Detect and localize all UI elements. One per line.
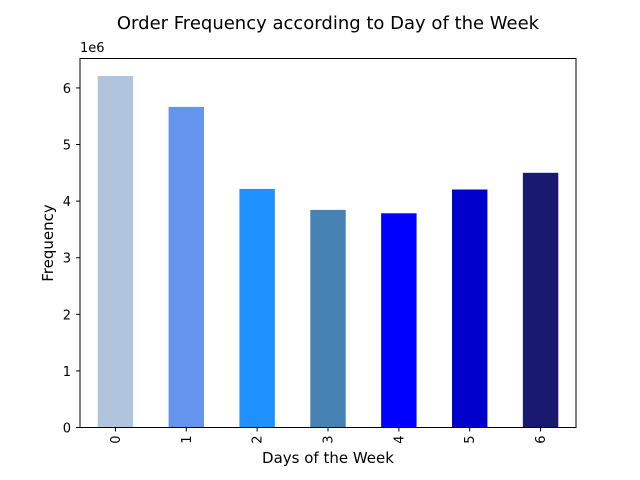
- x-tick-label: 4: [392, 436, 407, 444]
- y-tick-label: 2: [63, 308, 71, 323]
- y-tick-label: 4: [63, 195, 71, 210]
- bar-day-3: [310, 209, 346, 428]
- y-tick-label: 6: [63, 82, 71, 97]
- x-axis-ticks: 0 1 2 3 4 5 6: [109, 427, 549, 444]
- y-tick-label: 3: [63, 252, 71, 267]
- bar-day-2: [239, 188, 275, 428]
- x-tick-label: 0: [109, 436, 124, 444]
- y-axis-multiplier: 1e6: [80, 41, 105, 56]
- bar-day-6: [522, 172, 559, 428]
- x-tick-label: 3: [322, 436, 337, 444]
- y-tick-label: 5: [63, 139, 71, 154]
- plot-frame: [79, 58, 577, 428]
- y-axis-ticks: 0 1 2 3 4 5 6: [63, 82, 80, 437]
- x-tick-label: 1: [180, 436, 195, 444]
- y-tick-label: 1: [63, 365, 71, 380]
- chart-title: Order Frequency according to Day of the …: [117, 13, 540, 34]
- x-axis-label: Days of the Week: [262, 449, 394, 467]
- y-tick-label: 0: [63, 422, 71, 437]
- x-tick-label: 5: [463, 436, 478, 444]
- bar-day-4: [381, 213, 417, 428]
- bars-group: [97, 76, 559, 428]
- bar-day-5: [452, 189, 488, 428]
- y-axis-label: Frequency: [39, 204, 57, 282]
- bar-day-0: [97, 76, 134, 428]
- bar-day-1: [168, 106, 204, 428]
- x-tick-label: 6: [534, 436, 549, 444]
- x-tick-label: 2: [251, 436, 266, 444]
